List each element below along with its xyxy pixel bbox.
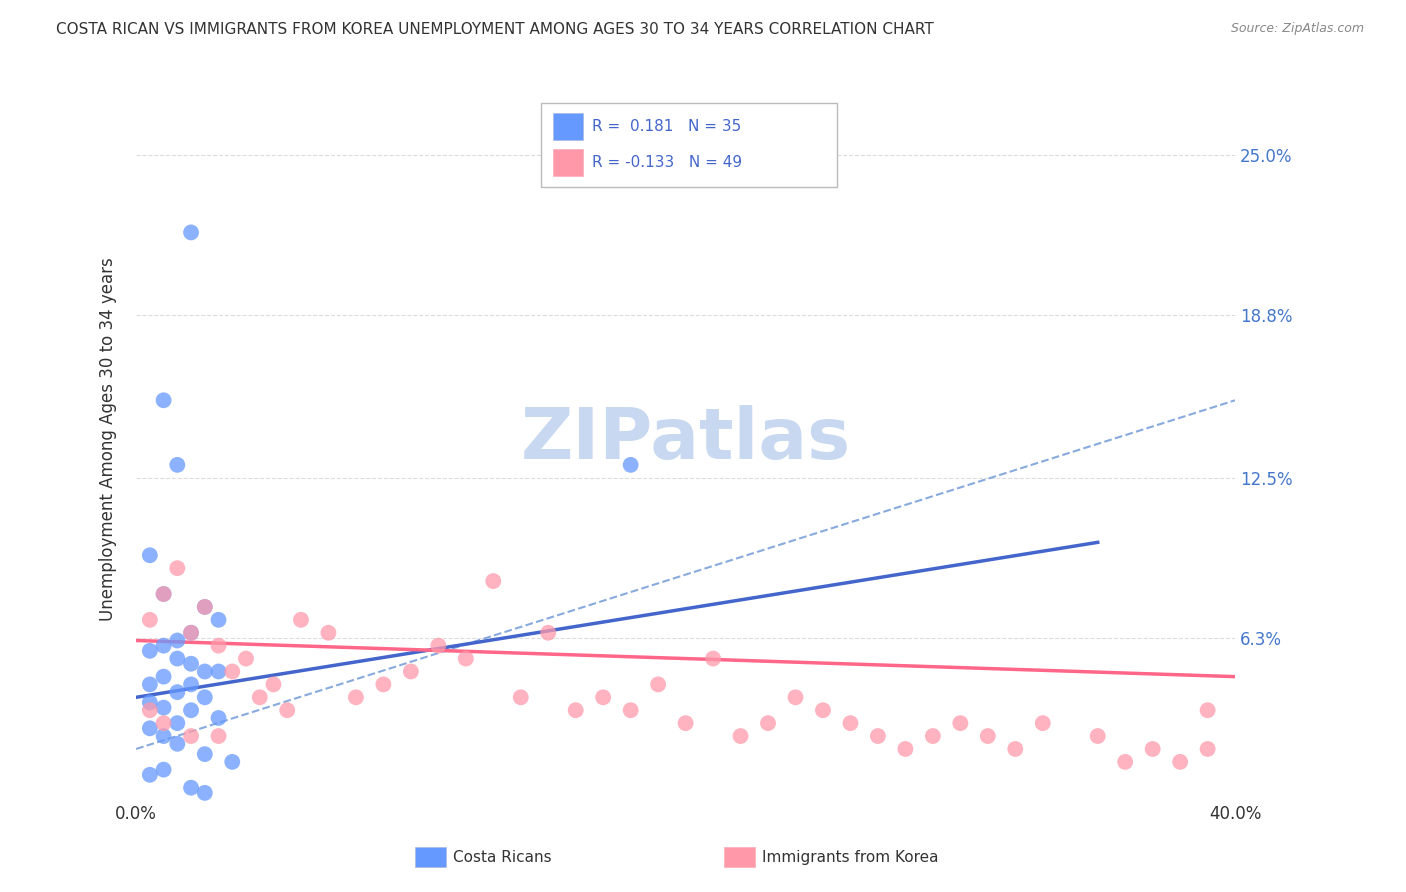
Point — [482, 574, 505, 588]
Point — [152, 587, 174, 601]
Point — [194, 747, 217, 761]
Text: Source: ZipAtlas.com: Source: ZipAtlas.com — [1230, 22, 1364, 36]
Point — [152, 587, 174, 601]
Text: Immigrants from Korea: Immigrants from Korea — [762, 850, 939, 864]
Point — [166, 685, 188, 699]
Point — [166, 651, 188, 665]
Point — [263, 677, 285, 691]
Point — [620, 458, 643, 472]
Point — [647, 677, 669, 691]
Point — [152, 700, 174, 714]
Point — [1197, 703, 1219, 717]
Point — [756, 716, 779, 731]
Point — [1168, 755, 1191, 769]
Point — [139, 768, 162, 782]
Point — [564, 703, 586, 717]
Point — [180, 703, 202, 717]
Point — [811, 703, 834, 717]
Point — [1087, 729, 1109, 743]
Point — [194, 599, 217, 614]
Point — [166, 716, 188, 731]
Point — [249, 690, 271, 705]
Text: R = -0.133   N = 49: R = -0.133 N = 49 — [592, 155, 742, 169]
Point — [166, 633, 188, 648]
Point — [894, 742, 917, 756]
Point — [1004, 742, 1026, 756]
Point — [785, 690, 807, 705]
Point — [399, 665, 422, 679]
Point — [152, 639, 174, 653]
Text: COSTA RICAN VS IMMIGRANTS FROM KOREA UNEMPLOYMENT AMONG AGES 30 TO 34 YEARS CORR: COSTA RICAN VS IMMIGRANTS FROM KOREA UNE… — [56, 22, 934, 37]
Point — [207, 711, 229, 725]
Point — [537, 625, 560, 640]
Point — [180, 625, 202, 640]
Point — [152, 729, 174, 743]
Point — [139, 721, 162, 735]
Point — [194, 690, 217, 705]
Point — [207, 665, 229, 679]
Text: ZIPatlas: ZIPatlas — [520, 405, 851, 474]
Point — [152, 716, 174, 731]
Point — [194, 665, 217, 679]
Point — [921, 729, 943, 743]
Point — [1114, 755, 1136, 769]
Point — [276, 703, 298, 717]
Point — [166, 737, 188, 751]
Point — [180, 657, 202, 671]
Point — [180, 677, 202, 691]
Point — [139, 548, 162, 562]
Point — [207, 613, 229, 627]
Point — [166, 458, 188, 472]
Point — [221, 665, 243, 679]
Point — [1197, 742, 1219, 756]
Text: Costa Ricans: Costa Ricans — [453, 850, 551, 864]
Point — [509, 690, 531, 705]
Point — [139, 703, 162, 717]
Point — [152, 670, 174, 684]
Point — [866, 729, 889, 743]
Point — [180, 226, 202, 240]
Point — [180, 729, 202, 743]
Point — [977, 729, 1000, 743]
Point — [949, 716, 972, 731]
Point — [318, 625, 340, 640]
Point — [180, 780, 202, 795]
Point — [139, 644, 162, 658]
Point — [139, 696, 162, 710]
Point — [730, 729, 752, 743]
Point — [839, 716, 862, 731]
Point — [702, 651, 724, 665]
Point — [1142, 742, 1164, 756]
Y-axis label: Unemployment Among Ages 30 to 34 years: Unemployment Among Ages 30 to 34 years — [100, 257, 117, 621]
Point — [139, 613, 162, 627]
Point — [166, 561, 188, 575]
Point — [1032, 716, 1054, 731]
Point — [194, 599, 217, 614]
Point — [235, 651, 257, 665]
Point — [180, 625, 202, 640]
Point — [675, 716, 697, 731]
Point — [344, 690, 367, 705]
Point — [152, 763, 174, 777]
Point — [290, 613, 312, 627]
Point — [592, 690, 614, 705]
Point — [221, 755, 243, 769]
Point — [207, 639, 229, 653]
Text: R =  0.181   N = 35: R = 0.181 N = 35 — [592, 120, 741, 134]
Point — [454, 651, 477, 665]
Point — [139, 677, 162, 691]
Point — [373, 677, 395, 691]
Point — [207, 729, 229, 743]
Point — [427, 639, 450, 653]
Point — [152, 393, 174, 408]
Point — [620, 703, 643, 717]
Point — [194, 786, 217, 800]
